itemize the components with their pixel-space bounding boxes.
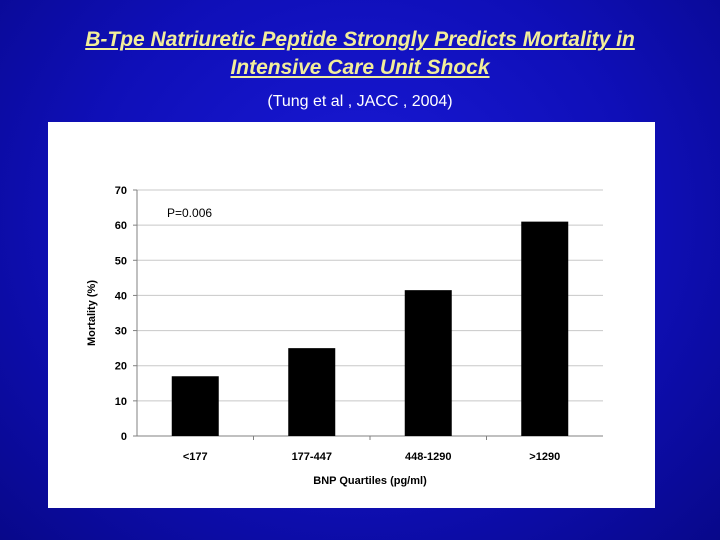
y-tick-label: 20 <box>115 361 127 373</box>
y-axis-label: Mortality (%) <box>86 280 98 346</box>
slide-subtitle: (Tung et al , JACC , 2004) <box>0 92 720 112</box>
bar-2 <box>404 290 452 436</box>
x-tick-labels: <177 177-447 448-1290 >1290 <box>183 451 560 463</box>
x-tick-label: <177 <box>183 451 208 463</box>
y-tick-label: 0 <box>121 431 127 443</box>
citation-text: (Tung et al , JACC , 2004) <box>267 93 453 110</box>
bars <box>171 221 569 436</box>
x-tick-label: 448-1290 <box>405 451 452 463</box>
grid-lines <box>137 189 603 402</box>
y-tick-label: 40 <box>115 290 127 302</box>
mortality-bar-chart: 0 10 20 30 40 50 60 70 <177 177-447 448-1290 >1290… <box>86 185 603 487</box>
y-tick-label: 50 <box>115 255 127 267</box>
title-line-1: B-Tpe Natriuretic Peptide Strongly Predi… <box>85 28 635 51</box>
y-tick-label: 10 <box>115 396 127 408</box>
x-tick-label: 177-447 <box>292 451 332 463</box>
x-axis-label: BNP Quartiles (pg/ml) <box>313 475 427 487</box>
y-tick-label: 60 <box>115 220 127 232</box>
title-line-2: Intensive Care Unit Shock <box>230 56 490 79</box>
bar-3 <box>521 221 569 436</box>
x-tick-label: >1290 <box>529 451 560 463</box>
y-tick-labels: 0 10 20 30 40 50 60 70 <box>115 185 127 443</box>
chart-panel: 0 10 20 30 40 50 60 70 <177 177-447 448-1290 >1290… <box>48 122 655 508</box>
p-value-annotation: P=0.006 <box>167 206 212 220</box>
slide-title: B-Tpe Natriuretic Peptide Strongly Predi… <box>0 26 720 82</box>
y-tick-label: 70 <box>115 185 127 197</box>
bar-0 <box>171 376 219 436</box>
bar-1 <box>288 348 336 436</box>
y-tick-label: 30 <box>115 326 127 338</box>
